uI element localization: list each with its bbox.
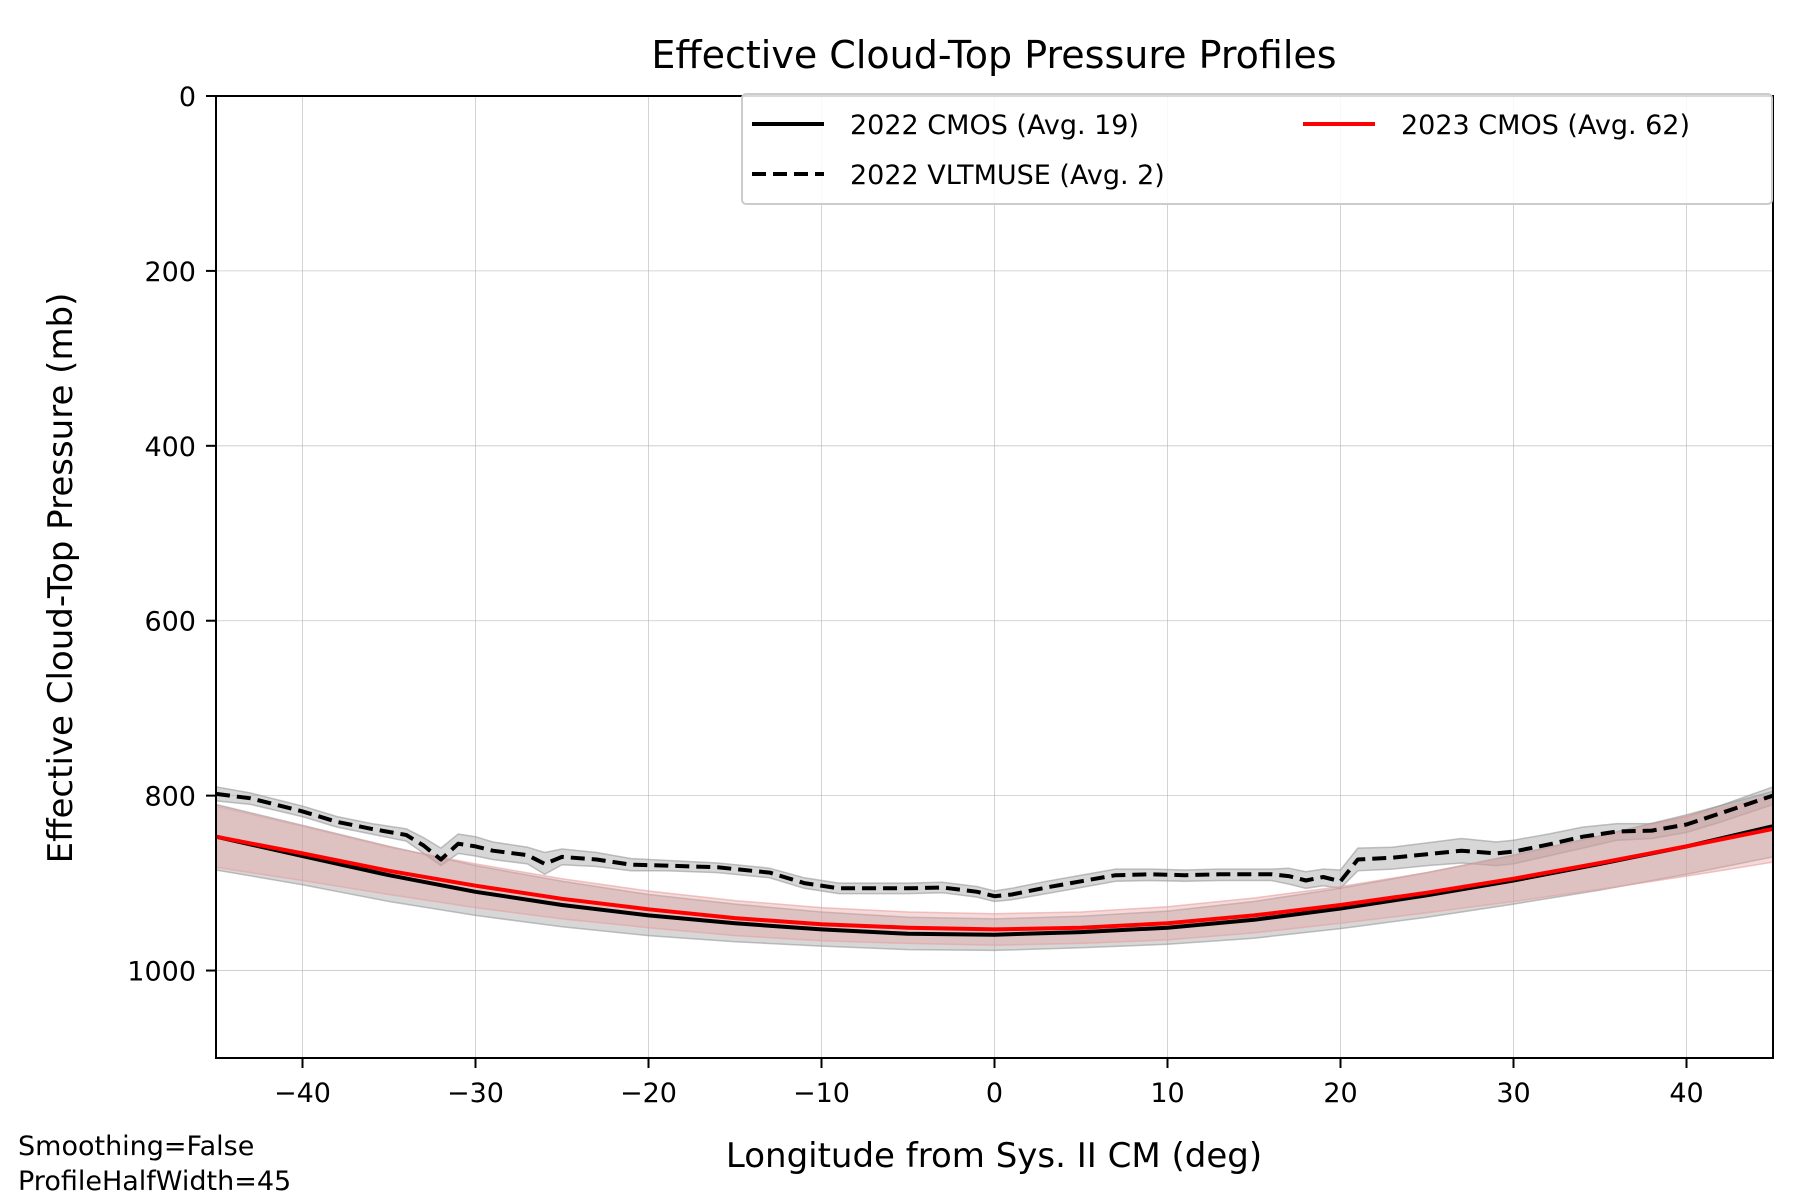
legend-box <box>741 93 1773 205</box>
annotation-profile-half-width: ProfileHalfWidth=45 <box>18 1166 292 1197</box>
legend-label-0: 2022 CMOS (Avg. 19) <box>850 110 1139 141</box>
x-tick-label: −30 <box>447 1078 504 1109</box>
x-tick-label: −40 <box>274 1078 331 1109</box>
y-tick-label: 0 <box>179 82 196 113</box>
chart-title: Effective Cloud-Top Pressure Profiles <box>651 33 1336 77</box>
annotation-smoothing: Smoothing=False <box>18 1131 255 1162</box>
legend: 2022 CMOS (Avg. 19) 2022 VLTMUSE (Avg. 2)… <box>741 93 1773 205</box>
x-tick-label: 0 <box>986 1078 1003 1109</box>
legend-label-1: 2022 VLTMUSE (Avg. 2) <box>850 160 1165 191</box>
legend-label-2: 2023 CMOS (Avg. 62) <box>1401 110 1690 141</box>
y-axis-ticks: 0 200 400 600 800 1000 <box>127 82 216 988</box>
series-line-1 <box>215 791 1774 899</box>
x-tick-label: 30 <box>1496 1078 1530 1109</box>
y-axis-label: Effective Cloud-Top Pressure (mb) <box>41 293 81 864</box>
y-tick-label: 400 <box>144 432 196 463</box>
x-axis-label: Longitude from Sys. II CM (deg) <box>726 1136 1262 1176</box>
x-tick-label: −10 <box>793 1078 850 1109</box>
x-tick-label: 10 <box>1150 1078 1184 1109</box>
x-tick-label: 20 <box>1323 1078 1357 1109</box>
y-tick-label: 800 <box>144 782 196 813</box>
x-axis-ticks: −40 −30 −20 −10 0 10 20 30 40 <box>274 1058 1704 1109</box>
y-tick-label: 200 <box>144 257 196 288</box>
x-tick-label: 40 <box>1669 1078 1703 1109</box>
x-tick-label: −20 <box>620 1078 677 1109</box>
y-tick-label: 600 <box>144 607 196 638</box>
series-lines <box>215 791 1774 937</box>
series-line-2 <box>215 826 1774 932</box>
y-tick-label: 1000 <box>127 957 196 988</box>
